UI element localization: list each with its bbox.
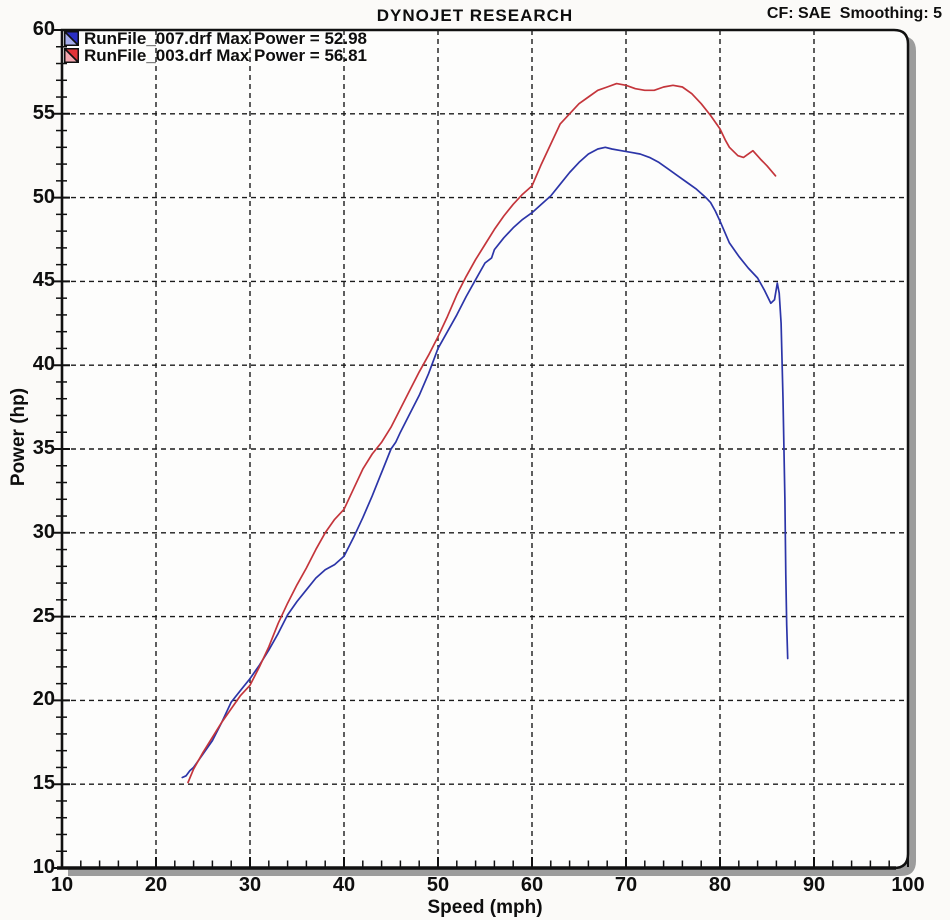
legend-label: RunFile_007.drf Max Power = 52.98 [84,29,367,48]
y-tick-label: 30 [32,520,55,543]
x-tick-label: 30 [238,874,262,896]
x-tick-label: 10 [50,874,74,896]
legend: RunFile_007.drf Max Power = 52.98 RunFil… [64,30,367,64]
x-tick-label: 100 [891,874,925,896]
x-tick-label: 60 [520,874,544,896]
y-axis-title: Power (hp) [8,387,29,487]
y-tick-label: 15 [32,772,55,795]
x-tick-label: 20 [144,874,168,896]
y-tick-label: 40 [32,353,55,376]
x-tick-label: 70 [614,874,638,896]
y-tick-label: 60 [32,18,55,40]
y-tick-label: 20 [32,688,55,711]
legend-label: RunFile_003.drf Max Power = 56.81 [84,46,367,65]
legend-marker-blue-icon [64,31,79,46]
legend-item-runfile-007: RunFile_007.drf Max Power = 52.98 [64,30,367,47]
x-tick-label: 90 [802,874,826,896]
x-axis-title: Speed (mph) [427,897,543,918]
y-tick-label: 55 [32,101,55,124]
y-tick-label: 35 [32,437,55,459]
x-tick-label: 50 [426,874,450,896]
y-tick-label: 25 [32,604,55,627]
legend-item-runfile-003: RunFile_003.drf Max Power = 56.81 [64,47,367,64]
chart-title: DYNOJET RESEARCH [376,6,574,25]
correction-smoothing-info: CF: SAE Smoothing: 5 [766,5,942,22]
y-tick-label: 10 [32,856,55,878]
x-tick-label: 40 [332,874,356,896]
legend-marker-red-icon [64,48,79,63]
y-tick-label: 45 [32,269,55,292]
y-tick-label: 50 [32,185,55,208]
x-tick-label: 80 [708,874,732,896]
